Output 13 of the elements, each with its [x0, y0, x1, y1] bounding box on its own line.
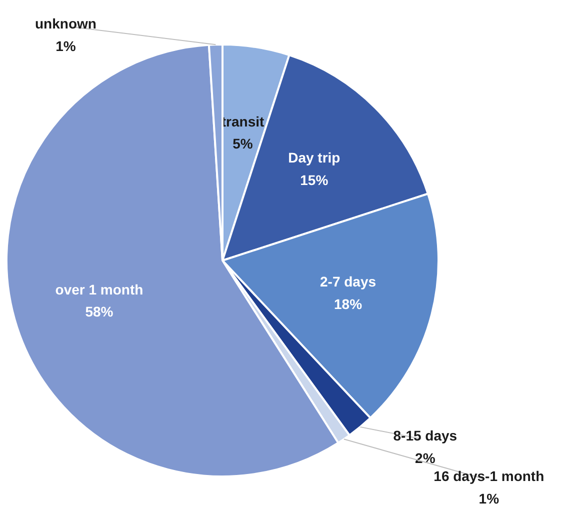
slice-label: 2-7 days [320, 274, 376, 290]
slice-label: Day trip [288, 150, 340, 166]
slice-label: 16 days-1 month [434, 468, 544, 484]
data-label: 5% [232, 136, 254, 152]
data-label: 1% [478, 490, 500, 506]
slice-label: over 1 month [55, 281, 144, 298]
slice-label: 8-15 days [393, 428, 458, 444]
data-label: 1% [56, 38, 76, 54]
data-label: 18% [334, 296, 363, 312]
slice-label: unknown [35, 15, 96, 32]
data-label: 15% [300, 172, 329, 188]
data-label: 58% [85, 304, 114, 320]
data-label: 2% [415, 450, 436, 466]
